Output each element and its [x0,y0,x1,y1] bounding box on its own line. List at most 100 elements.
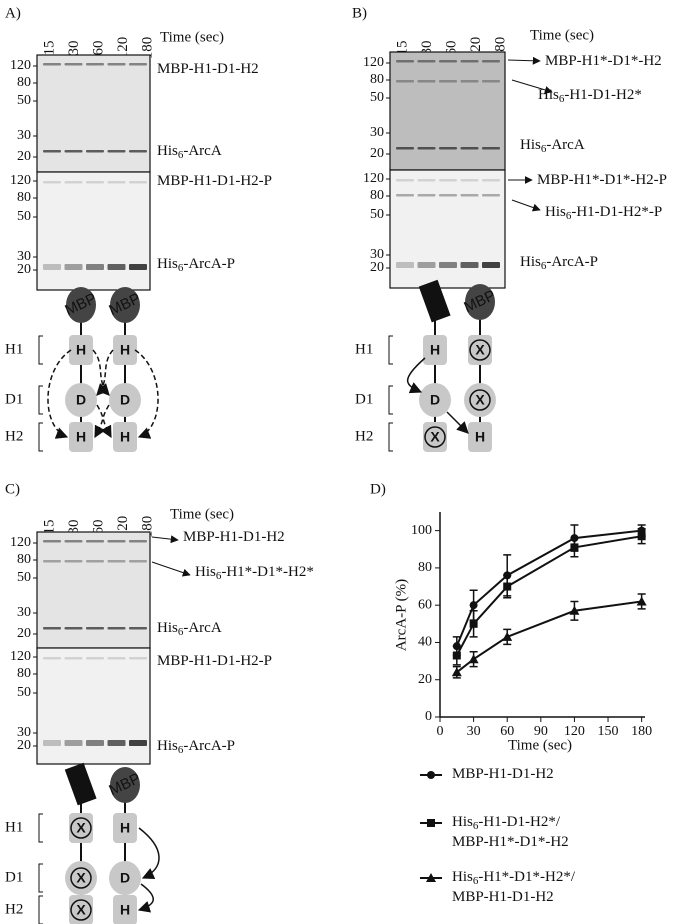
text-part: His [195,564,216,580]
gel-band [86,627,104,630]
band-label: His6-H1*-D1*-H2* [195,564,314,581]
bracket [388,385,393,415]
domain-letter: D [76,392,86,408]
gel-band [460,179,479,182]
transfer-arrow [47,349,72,439]
time-label: 15 [41,41,57,56]
text-part: -H1-D1-H2* [564,87,641,103]
gel-band [439,262,457,268]
y-tick-label: 80 [418,560,432,575]
gel [36,171,151,291]
mw-marker: 120 [363,171,384,186]
mw-marker: 50 [370,207,384,222]
subscript: 6 [178,626,184,638]
mw-marker: 20 [17,626,31,641]
domain-letter: H [76,429,86,445]
panel-label: C) [5,481,20,497]
label-arrow [507,56,541,65]
gel-band [439,194,457,197]
domain-letter: H [76,342,86,358]
gel-band [460,194,479,197]
mbp-tag [66,287,96,323]
domain-d [464,383,496,417]
point [452,651,461,660]
text-part: -H1-D1-H2*/ [478,814,560,830]
mw-marker: 20 [370,146,384,161]
band-label: His6-H1-D1-H2*-P [545,204,662,221]
gel-band [86,560,104,563]
legend-marker [427,771,435,779]
text-part: -H1*-D1*-H2* [221,564,313,580]
time-label: 180 [139,37,155,60]
time-label: 60 [90,520,106,535]
gel-band [460,80,479,83]
text-part: His [520,137,541,153]
time-axis-label: Time (sec) [170,506,234,522]
domain-h [113,895,137,924]
bracket [38,863,43,893]
gel-band [396,80,414,83]
domain-letter: X [475,342,485,358]
gel-band [482,60,500,63]
bracket [38,335,43,365]
domain-d [109,383,141,417]
mw-marker: 80 [370,72,384,87]
domain-d [65,861,97,895]
band-label: MBP-H1*-D1*-H2-P [537,172,667,188]
band-label: His6-ArcA-P [157,738,235,755]
gel-band [107,181,126,184]
bracket [38,895,43,924]
text-part: MBP-H1-D1-H2-P [157,653,272,669]
mw-marker: 30 [370,247,384,262]
gel-band [43,540,61,543]
gel-band [43,264,61,270]
gel-band [64,150,83,153]
time-label: 30 [66,41,82,56]
gel-band [64,63,83,66]
text-part: MBP-H1*-D1*-H2 [452,834,569,850]
mutation-circle [469,339,491,361]
text-part: MBP-H1*-D1*-H2-P [537,172,667,188]
subscript: 6 [473,820,479,832]
time-label: 120 [115,37,131,60]
gel-band [107,63,126,66]
text-part: -ArcA [183,143,221,159]
transfer-arrow [96,349,114,396]
y-tick-label: 0 [425,709,432,724]
text-part: -ArcA-P [183,738,235,754]
legend-label: MBP-H1-D1-H2 [452,889,554,905]
gel-band [460,262,479,268]
point [468,654,479,664]
transfer-arrow [446,411,469,434]
series-line [455,529,642,647]
gel-band [64,264,83,270]
gel-band [417,147,436,150]
text-part: His [538,87,559,103]
gel-band [107,540,126,543]
mw-marker: 50 [17,209,31,224]
domain-letter: D [430,392,440,408]
time-label: 30 [66,520,82,535]
point [469,619,478,628]
text-part: His [452,869,473,885]
mw-marker: 20 [17,738,31,753]
gel-band [129,63,147,66]
text-part: MBP-H1-D1-H2 [157,61,259,77]
gel-band [439,60,457,63]
gel-band [107,627,126,630]
gel-band [396,194,414,197]
gel-band [439,179,457,182]
domain-letter: X [76,820,86,836]
gel-band [43,150,61,153]
mw-marker: 50 [17,685,31,700]
gel-band [482,80,500,83]
domain-letter: X [76,902,86,918]
y-tick-label: 20 [418,672,432,687]
band-label: MBP-H1*-D1*-H2 [545,53,662,69]
gel-band [43,63,61,66]
gel-band [43,657,61,660]
mw-marker: 30 [370,125,384,140]
point [636,596,647,606]
domain-bracket-label: H1 [5,819,23,835]
domain-letter: H [120,820,130,836]
